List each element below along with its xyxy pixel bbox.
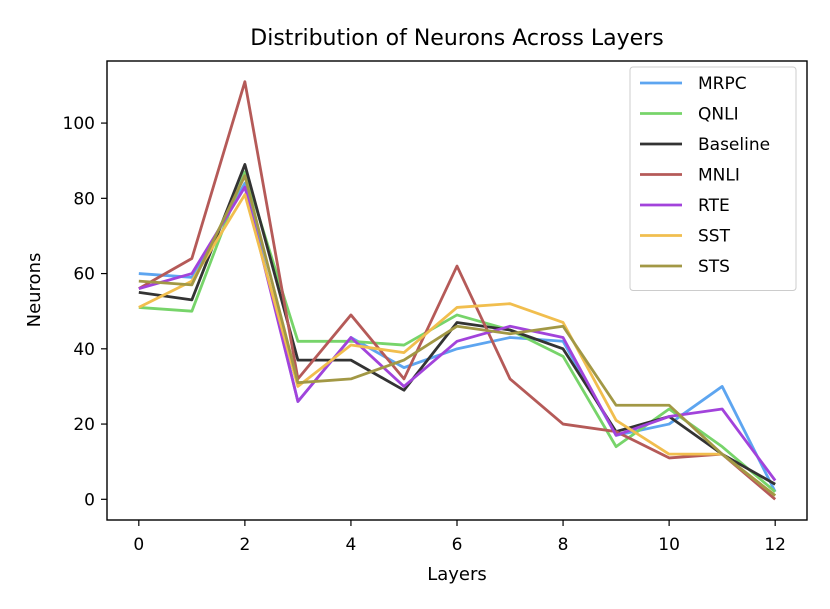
y-axis-label: Neurons: [24, 253, 45, 328]
legend-label-qnli: QNLI: [698, 105, 739, 125]
x-tick-label: 6: [452, 535, 463, 555]
chart-title: Distribution of Neurons Across Layers: [250, 26, 663, 51]
series-line-mrpc: [138, 181, 777, 493]
x-tick-label: 2: [239, 535, 250, 555]
y-tick-label: 100: [63, 114, 95, 134]
x-tick-label: 10: [658, 535, 680, 555]
x-tick-label: 12: [764, 535, 786, 555]
y-tick-label: 60: [73, 265, 95, 285]
x-tick-label: 8: [558, 535, 569, 555]
y-tick-label: 80: [73, 189, 95, 209]
x-axis-label: Layers: [427, 564, 487, 585]
x-tick-label: 4: [346, 535, 357, 555]
legend-label-mnli: MNLI: [698, 166, 740, 186]
series-line-sts: [138, 174, 777, 497]
legend-label-sst: SST: [698, 227, 731, 247]
x-tick-label: 0: [133, 535, 144, 555]
legend-label-mrpc: MRPC: [698, 74, 747, 94]
series-layer: [138, 80, 777, 501]
x-axis: 0 2 4 6 8 10 12: [133, 520, 786, 555]
series-line-qnli: [138, 170, 777, 493]
legend-label-sts: STS: [698, 257, 730, 277]
y-tick-label: 20: [73, 415, 95, 435]
legend-label-baseline: Baseline: [698, 135, 770, 155]
legend-label-rte: RTE: [698, 196, 730, 216]
series-line-rte: [138, 185, 777, 482]
legend: MRPC QNLI Baseline MNLI RTE SST STS: [629, 66, 797, 291]
y-tick-label: 40: [73, 340, 95, 360]
series-line-mnli: [138, 80, 777, 501]
y-tick-label: 0: [84, 490, 95, 510]
series-line-sst: [138, 193, 777, 497]
y-axis: 0 20 40 60 80 100: [63, 114, 107, 510]
